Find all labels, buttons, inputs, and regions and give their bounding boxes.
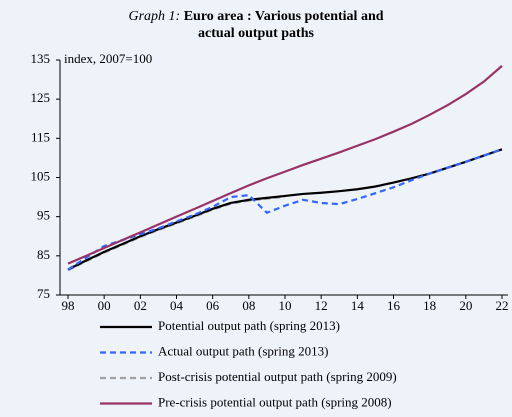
x-tick-label: 04	[170, 298, 184, 313]
x-tick-label: 06	[206, 298, 220, 313]
x-tick-label: 02	[134, 298, 147, 313]
legend-label: Potential output path (spring 2013)	[158, 318, 340, 333]
y-tick-label: 105	[31, 168, 51, 183]
x-tick-label: 22	[496, 298, 509, 313]
x-tick-label: 18	[423, 298, 436, 313]
x-tick-label: 12	[315, 298, 328, 313]
chart-title: Graph 1: Euro area : Various potential a…	[116, 8, 396, 42]
y-tick-label: 85	[37, 247, 50, 262]
y-axis-label: index, 2007=100	[64, 51, 152, 66]
y-tick-label: 115	[31, 129, 50, 144]
legend-label: Actual output path (spring 2013)	[158, 343, 328, 358]
legend-label: Pre-crisis potential output path (spring…	[158, 394, 392, 409]
y-tick-label: 75	[37, 286, 50, 301]
y-tick-label: 95	[37, 208, 50, 223]
y-tick-label: 125	[31, 90, 51, 105]
x-tick-label: 10	[279, 298, 292, 313]
x-tick-label: 00	[98, 298, 111, 313]
series-line	[67, 148, 503, 271]
x-tick-label: 14	[351, 298, 365, 313]
y-tick-label: 135	[31, 51, 51, 66]
x-tick-label: 20	[459, 298, 472, 313]
x-tick-label: 98	[62, 298, 75, 313]
x-tick-label: 08	[242, 298, 255, 313]
series-line	[67, 65, 503, 265]
series-line	[67, 195, 286, 272]
title-label: Graph 1:	[128, 9, 181, 24]
series-line	[67, 148, 503, 271]
title-text: Euro area : Various potential and actual…	[183, 9, 384, 41]
legend-label: Post-crisis potential output path (sprin…	[158, 369, 397, 384]
x-tick-label: 16	[387, 298, 401, 313]
